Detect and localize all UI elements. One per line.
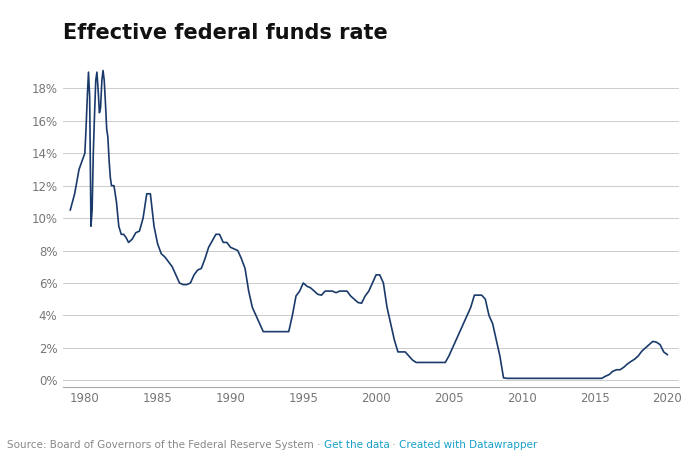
Text: Get the data: Get the data [323, 440, 389, 450]
Text: Effective federal funds rate: Effective federal funds rate [63, 23, 388, 43]
Text: Source: Board of Governors of the Federal Reserve System ·: Source: Board of Governors of the Federa… [7, 440, 323, 450]
Text: ·: · [389, 440, 399, 450]
Text: Created with Datawrapper: Created with Datawrapper [399, 440, 538, 450]
